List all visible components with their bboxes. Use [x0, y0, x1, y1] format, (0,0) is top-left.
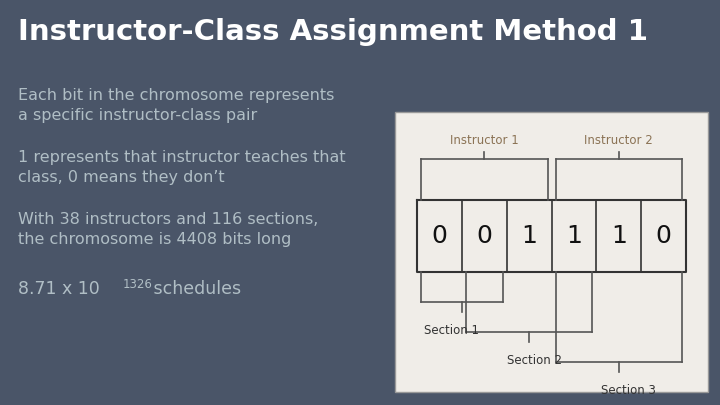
Text: 1: 1 — [521, 224, 537, 248]
Text: Each bit in the chromosome represents: Each bit in the chromosome represents — [18, 88, 334, 103]
Text: 1 represents that instructor teaches that: 1 represents that instructor teaches tha… — [18, 150, 346, 165]
Text: 1: 1 — [611, 224, 626, 248]
FancyBboxPatch shape — [395, 112, 708, 392]
Text: Instructor-Class Assignment Method 1: Instructor-Class Assignment Method 1 — [18, 18, 648, 46]
Text: Section 3: Section 3 — [601, 384, 656, 397]
Text: Section 2: Section 2 — [507, 354, 562, 367]
Text: class, 0 means they don’t: class, 0 means they don’t — [18, 170, 225, 185]
Text: 0: 0 — [477, 224, 492, 248]
Text: 1: 1 — [566, 224, 582, 248]
Text: Section 1: Section 1 — [424, 324, 480, 337]
Text: Instructor 2: Instructor 2 — [585, 134, 653, 147]
Text: Instructor 1: Instructor 1 — [450, 134, 518, 147]
Text: the chromosome is 4408 bits long: the chromosome is 4408 bits long — [18, 232, 292, 247]
Text: 0: 0 — [431, 224, 447, 248]
Text: With 38 instructors and 116 sections,: With 38 instructors and 116 sections, — [18, 212, 318, 227]
Text: schedules: schedules — [148, 280, 241, 298]
Text: 1326: 1326 — [123, 278, 153, 291]
Text: 8.71 x 10: 8.71 x 10 — [18, 280, 100, 298]
Text: a specific instructor-class pair: a specific instructor-class pair — [18, 108, 257, 123]
Text: 0: 0 — [656, 224, 672, 248]
